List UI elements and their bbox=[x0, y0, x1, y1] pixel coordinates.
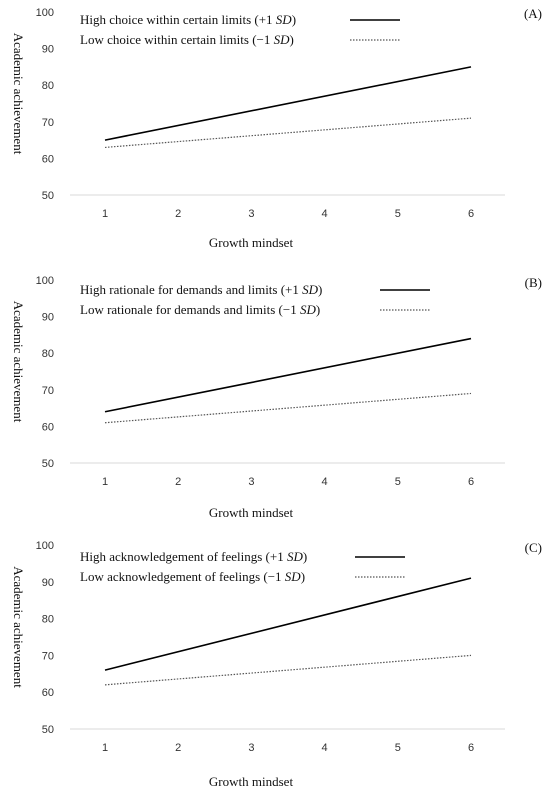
series-line-high bbox=[104, 577, 472, 671]
series-line-low bbox=[104, 117, 472, 149]
y-axis-title: Academic achievement bbox=[11, 33, 26, 155]
x-tick-label: 3 bbox=[248, 208, 254, 220]
series-line-high bbox=[104, 66, 472, 141]
series-line-low bbox=[104, 654, 472, 686]
y-tick-label: 90 bbox=[42, 577, 54, 589]
y-axis-title: Academic achievement bbox=[11, 301, 26, 423]
x-axis-title: Growth mindset bbox=[209, 505, 294, 520]
chart-panel-c: 50 60 70 80 90 100 1 2 3 4 5 6 Growth mindset Academi… bbox=[0, 530, 550, 795]
legend-label: Low choice within certain limits (−1 SD) bbox=[80, 32, 294, 47]
x-tick-label: 4 bbox=[322, 742, 328, 754]
x-axis-title: Growth mindset bbox=[209, 235, 294, 250]
chart-panel-b: 50 60 70 80 90 100 1 2 3 4 5 6 Growth mindset Academi… bbox=[0, 265, 550, 530]
panel-label: (B) bbox=[525, 275, 542, 290]
x-tick-label: 6 bbox=[468, 476, 474, 488]
y-tick-label: 70 bbox=[42, 385, 54, 397]
y-tick-label: 60 bbox=[42, 687, 54, 699]
y-tick-label: 90 bbox=[42, 312, 54, 324]
x-tick-label: 1 bbox=[102, 476, 108, 488]
y-tick-label: 60 bbox=[42, 421, 54, 433]
y-tick-label: 70 bbox=[42, 117, 54, 129]
series-line-high bbox=[104, 337, 472, 413]
x-tick-label: 6 bbox=[468, 742, 474, 754]
y-tick-label: 80 bbox=[42, 614, 54, 626]
x-tick-label: 1 bbox=[102, 742, 108, 754]
x-tick-label: 5 bbox=[395, 476, 401, 488]
y-tick-label: 100 bbox=[36, 540, 54, 552]
y-tick-label: 100 bbox=[36, 275, 54, 287]
y-tick-label: 90 bbox=[42, 44, 54, 56]
x-tick-label: 2 bbox=[175, 742, 181, 754]
panel-label: (C) bbox=[525, 540, 542, 555]
x-tick-label: 5 bbox=[395, 742, 401, 754]
x-tick-label: 4 bbox=[322, 208, 328, 220]
legend-label: High rationale for demands and limits (+… bbox=[80, 282, 322, 297]
x-tick-label: 4 bbox=[322, 476, 328, 488]
y-tick-label: 50 bbox=[42, 724, 54, 736]
panel-label: (A) bbox=[524, 6, 542, 21]
x-tick-label: 2 bbox=[175, 476, 181, 488]
y-tick-label: 50 bbox=[42, 458, 54, 470]
y-tick-label: 100 bbox=[36, 7, 54, 19]
y-tick-label: 80 bbox=[42, 80, 54, 92]
y-tick-label: 60 bbox=[42, 153, 54, 165]
chart-panel-a: 50 60 70 80 90 100 1 2 3 4 5 6 Growth mindset Academi… bbox=[0, 0, 550, 265]
chart-svg: 50 60 70 80 90 100 1 2 3 4 5 6 Growth mindset Academi… bbox=[11, 275, 542, 520]
legend-label: High choice within certain limits (+1 SD… bbox=[80, 12, 296, 27]
y-tick-label: 80 bbox=[42, 348, 54, 360]
x-tick-label: 1 bbox=[102, 208, 108, 220]
y-tick-label: 70 bbox=[42, 650, 54, 662]
x-tick-label: 3 bbox=[248, 476, 254, 488]
x-tick-label: 5 bbox=[395, 208, 401, 220]
chart-svg: 50 60 70 80 90 100 1 2 3 4 5 6 Growth mindset Academi… bbox=[11, 6, 542, 250]
x-tick-label: 6 bbox=[468, 208, 474, 220]
series-line-low bbox=[104, 392, 472, 424]
legend-label: Low acknowledgement of feelings (−1 SD) bbox=[80, 569, 305, 584]
x-tick-label: 2 bbox=[175, 208, 181, 220]
legend-label: High acknowledgement of feelings (+1 SD) bbox=[80, 549, 307, 564]
y-tick-label: 50 bbox=[42, 190, 54, 202]
x-axis-title: Growth mindset bbox=[209, 774, 294, 789]
legend-label: Low rationale for demands and limits (−1… bbox=[80, 302, 320, 317]
y-axis-title: Academic achievement bbox=[11, 566, 26, 688]
chart-svg: 50 60 70 80 90 100 1 2 3 4 5 6 Growth mindset Academi… bbox=[11, 540, 542, 789]
x-tick-label: 3 bbox=[248, 742, 254, 754]
